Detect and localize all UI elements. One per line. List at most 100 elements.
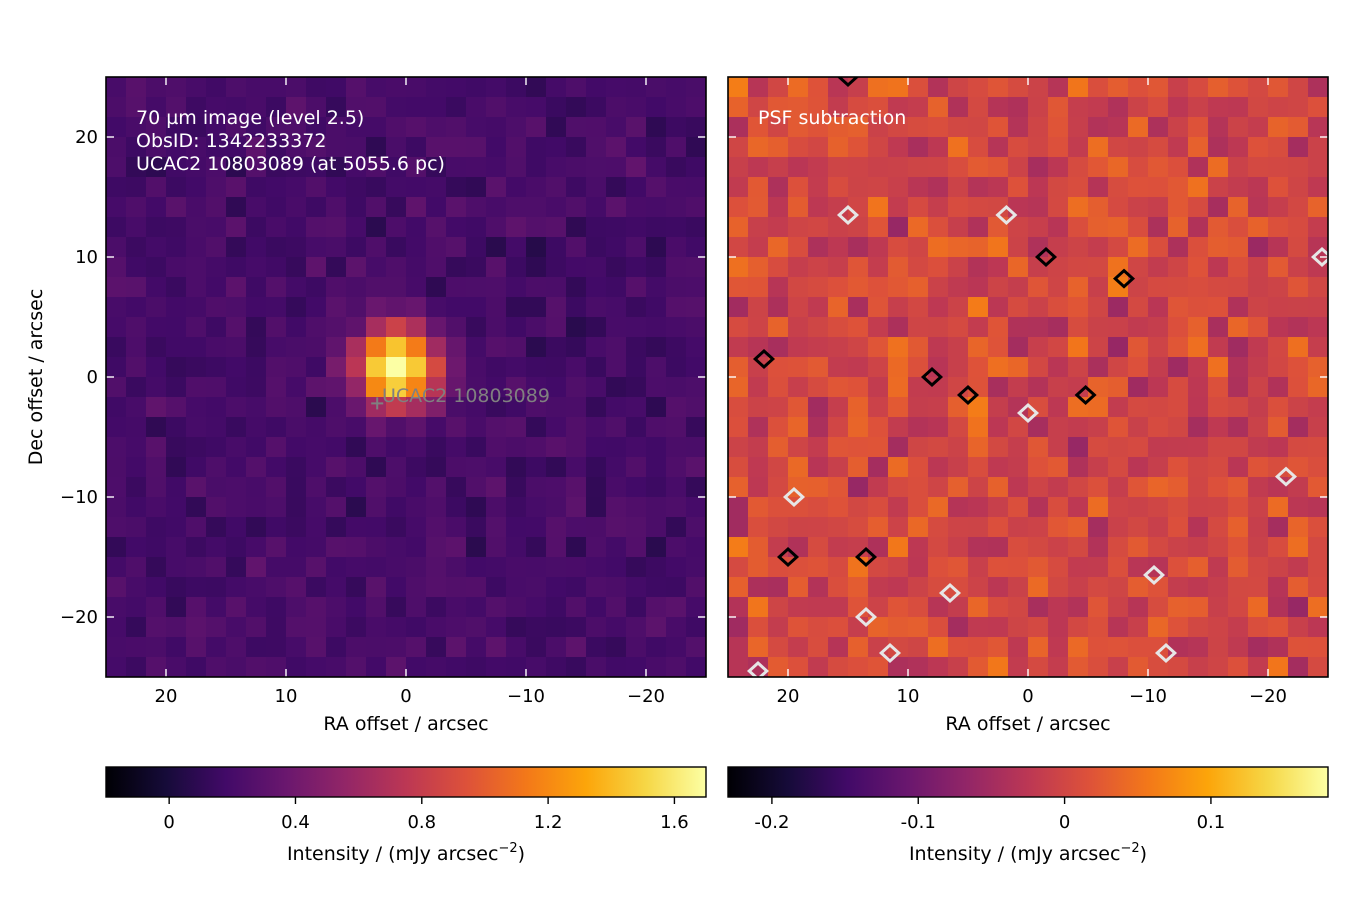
heatmap-cell — [586, 417, 607, 438]
heatmap-cell — [586, 97, 607, 118]
heatmap-cell — [1088, 657, 1109, 677]
heatmap-cell — [1148, 477, 1169, 498]
heatmap-cell — [146, 577, 167, 598]
heatmap-cell — [768, 157, 789, 178]
heatmap-cell — [306, 117, 327, 138]
heatmap-cell — [988, 137, 1009, 158]
heatmap-cell — [1008, 257, 1029, 278]
heatmap-cell — [1248, 377, 1269, 398]
heatmap-cell — [506, 477, 527, 498]
heatmap-cell — [566, 537, 587, 558]
heatmap-cell — [146, 137, 167, 158]
heatmap-cell — [888, 397, 909, 418]
heatmap-cell — [1108, 637, 1129, 658]
heatmap-cell — [506, 617, 527, 638]
heatmap-cell — [426, 237, 447, 258]
heatmap-cell — [828, 237, 849, 258]
heatmap-cell — [106, 477, 127, 498]
heatmap-cell — [606, 397, 627, 418]
heatmap-cell — [206, 237, 227, 258]
heatmap-cell — [1228, 177, 1249, 198]
heatmap-cell — [206, 637, 227, 658]
heatmap-cell — [828, 437, 849, 458]
heatmap-cell — [286, 377, 307, 398]
heatmap-cell — [206, 257, 227, 278]
heatmap-cell — [1248, 157, 1269, 178]
heatmap-cell — [286, 237, 307, 258]
heatmap-cell — [1108, 297, 1129, 318]
heatmap-cell — [768, 377, 789, 398]
heatmap-cell — [546, 317, 567, 338]
heatmap-cell — [1048, 317, 1069, 338]
heatmap-cell — [1088, 77, 1109, 98]
heatmap-cell — [968, 77, 989, 98]
heatmap-cell — [586, 517, 607, 538]
heatmap-cell — [146, 117, 167, 138]
heatmap-cell — [1168, 557, 1189, 578]
heatmap-cell — [446, 257, 467, 278]
heatmap-cell — [1068, 137, 1089, 158]
heatmap-cell — [1248, 657, 1269, 677]
heatmap-cell — [226, 337, 247, 358]
heatmap-cell — [686, 377, 706, 398]
heatmap-cell — [546, 177, 567, 198]
heatmap-cell — [928, 597, 949, 618]
left-colorbar-label-suffix: ) — [518, 843, 525, 865]
left-colorbar-ticks: 0 0.4 0.8 1.2 1.6 — [163, 797, 689, 833]
heatmap-cell — [1088, 97, 1109, 118]
heatmap-cell — [1048, 517, 1069, 538]
heatmap-cell — [486, 257, 507, 278]
heatmap-cell — [126, 337, 147, 358]
heatmap-cell — [106, 377, 127, 398]
heatmap-cell — [748, 257, 769, 278]
right-colorbar-label: Intensity / (mJy arcsec−2) — [909, 841, 1147, 865]
heatmap-cell — [1208, 217, 1229, 238]
heatmap-cell — [1108, 397, 1129, 418]
heatmap-cell — [1208, 157, 1229, 178]
heatmap-cell — [1128, 297, 1149, 318]
heatmap-cell — [386, 317, 407, 338]
heatmap-cell — [546, 517, 567, 538]
heatmap-cell — [586, 617, 607, 638]
heatmap-cell — [466, 357, 487, 378]
heatmap-cell — [1188, 197, 1209, 218]
heatmap-cell — [406, 277, 427, 298]
heatmap-cell — [526, 337, 547, 358]
heatmap-cell — [146, 237, 167, 258]
heatmap-cell — [586, 457, 607, 478]
left-annotation-line-1: 70 µm image (level 2.5) — [136, 107, 364, 129]
heatmap-cell — [346, 317, 367, 338]
heatmap-cell — [1208, 537, 1229, 558]
heatmap-cell — [808, 477, 829, 498]
heatmap-cell — [848, 177, 869, 198]
heatmap-cell — [146, 97, 167, 118]
heatmap-cell — [1228, 397, 1249, 418]
heatmap-cell — [848, 457, 869, 478]
heatmap-cell — [1288, 657, 1309, 677]
heatmap-cell — [1088, 217, 1109, 238]
heatmap-cell — [768, 517, 789, 538]
heatmap-cell — [1028, 337, 1049, 358]
heatmap-cell — [346, 177, 367, 198]
heatmap-cell — [1188, 297, 1209, 318]
heatmap-cell — [206, 657, 227, 677]
heatmap-cell — [606, 297, 627, 318]
heatmap-cell — [728, 417, 749, 438]
heatmap-cell — [908, 277, 929, 298]
heatmap-cell — [928, 417, 949, 438]
heatmap-cell — [908, 317, 929, 338]
heatmap-cell — [546, 117, 567, 138]
heatmap-cell — [586, 77, 607, 98]
heatmap-cell — [1088, 437, 1109, 458]
heatmap-cell — [326, 577, 347, 598]
heatmap-cell — [1028, 177, 1049, 198]
heatmap-cell — [1188, 337, 1209, 358]
heatmap-cell — [1248, 177, 1269, 198]
heatmap-cell — [1288, 317, 1309, 338]
colorbar-tick-label: -0.2 — [754, 812, 789, 833]
heatmap-cell — [226, 297, 247, 318]
heatmap-cell — [1088, 257, 1109, 278]
heatmap-cell — [366, 337, 387, 358]
heatmap-cell — [186, 97, 207, 118]
heatmap-cell — [1028, 197, 1049, 218]
